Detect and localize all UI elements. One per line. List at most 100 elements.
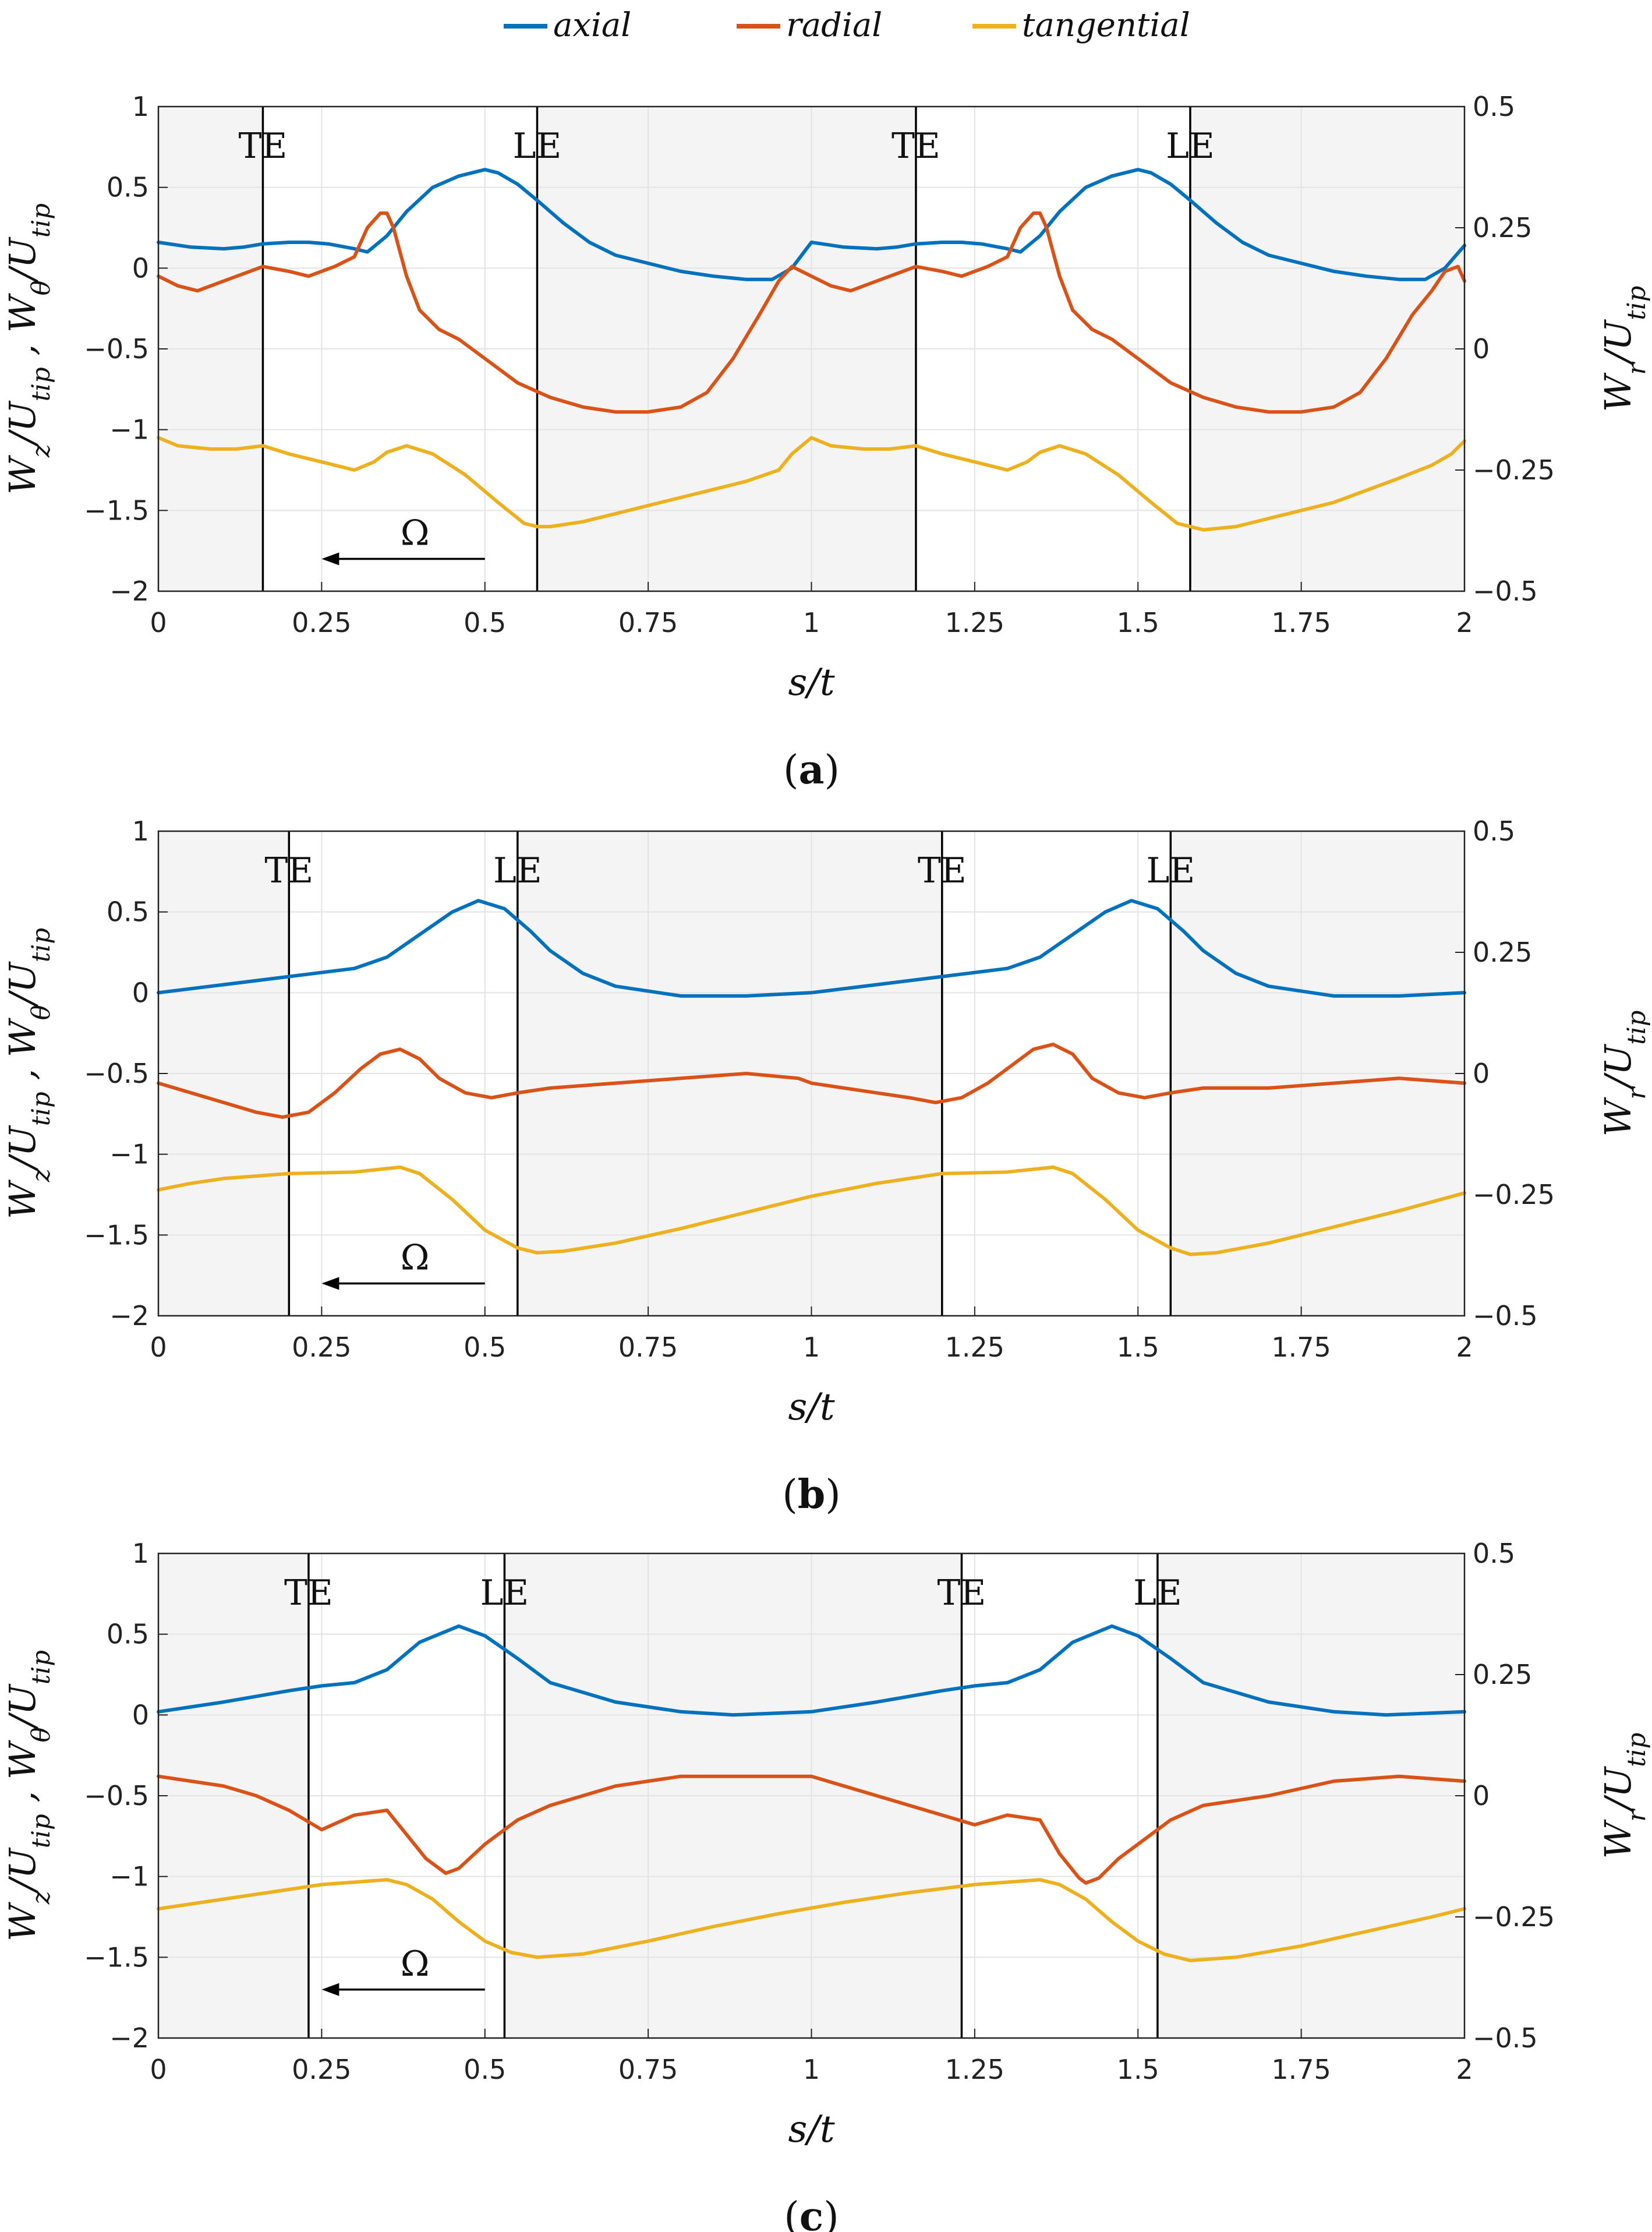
panel-caption: (b): [782, 1471, 841, 1518]
legend-item-tangential: tangential: [972, 6, 1190, 44]
x-tick-label: 0.75: [618, 1332, 678, 1363]
panel-caption: (a): [783, 747, 840, 793]
blade-edge-label: LE: [1146, 850, 1195, 891]
y-tick-label-left: −1.5: [84, 1941, 149, 1973]
x-tick-label: 2: [1456, 607, 1473, 638]
blade-edge-label: TE: [284, 1573, 333, 1613]
y-tick-label-left: −2: [109, 575, 149, 607]
x-tick-label: 0.75: [618, 2054, 678, 2085]
x-tick-label: 0.25: [292, 607, 351, 638]
y-tick-label-right: 0.25: [1473, 937, 1532, 968]
blade-edge-label: TE: [918, 850, 967, 891]
series-line-axial: [157, 1624, 1466, 1717]
blade-edge-label: LE: [493, 850, 542, 891]
legend: axial radial tangential: [504, 6, 1190, 44]
y-tick-label-left: −1: [109, 1139, 149, 1170]
legend-label-tangential: tangential: [1022, 6, 1190, 44]
y-tick-label-left: −2: [109, 2022, 149, 2054]
x-tick-label: 1.25: [945, 1332, 1004, 1363]
x-axis-label: s/t: [788, 1386, 834, 1429]
legend-item-radial: radial: [737, 6, 882, 44]
series-line-axial: [157, 168, 1466, 281]
blade-edge-label: LE: [1133, 1573, 1182, 1613]
x-tick-label: 0.5: [464, 2054, 506, 2085]
x-tick-label: 0.75: [618, 607, 678, 638]
chart-panel-c: 0 0.25 0.5 0.75 1 1.25 1.5 1.75 2 1 0.5 0 −0.5 −1 −1.5…: [1, 1538, 1651, 2232]
y-tick-label-left: −1.5: [84, 495, 149, 526]
x-tick-label: 1.75: [1271, 607, 1331, 638]
y-tick-label-left: 0.5: [107, 1619, 149, 1650]
series-line-tangential: [157, 436, 1466, 532]
x-tick-label: 0.5: [464, 1332, 506, 1363]
x-tick-label: 0: [150, 607, 167, 638]
y-tick-label-left: 0.5: [107, 172, 149, 203]
x-tick-label: 1.5: [1117, 607, 1159, 638]
y-axis-label-right: Wr/Utip: [1597, 286, 1651, 412]
y-axis-label-right: Wr/Utip: [1597, 1011, 1651, 1137]
x-axis-label: s/t: [788, 661, 834, 704]
plot-frame: [157, 105, 1466, 592]
y-tick-label-right: −0.25: [1473, 1179, 1555, 1210]
y-tick-label-right: 0.25: [1473, 1659, 1532, 1690]
y-tick-label-left: −0.5: [84, 1058, 149, 1089]
chart-panel-b: 0 0.25 0.5 0.75 1 1.25 1.5 1.75 2 1 0.5 0 −0.5 −1 −1.5…: [1, 815, 1651, 1518]
x-tick-label: 1.75: [1271, 2054, 1331, 2085]
x-tick-label: 2: [1456, 2054, 1473, 2085]
y-axis-label-left: Wz/Utip , Wθ/Utip: [1, 203, 56, 495]
x-tick-label: 0: [150, 2054, 167, 2085]
x-tick-label: 1.5: [1117, 2054, 1159, 2085]
blade-edge-label: LE: [1166, 126, 1215, 167]
x-tick-label: 2: [1456, 1332, 1473, 1363]
plot-frame: [157, 830, 1466, 1317]
y-tick-label-right: −0.25: [1473, 1901, 1555, 1933]
y-tick-label-right: 0: [1473, 333, 1490, 365]
chart-panel-a: 0 0.25 0.5 0.75 1 1.25 1.5 1.75 2 1 0.5 0 −0.5 −1 −1.5…: [1, 91, 1651, 793]
x-tick-label: 0.25: [292, 2054, 351, 2085]
y-tick-label-left: −0.5: [84, 1780, 149, 1811]
y-axis-label-left: Wz/Utip , Wθ/Utip: [1, 928, 56, 1219]
y-tick-label-left: 0: [132, 1699, 149, 1730]
x-tick-label: 1: [803, 1332, 820, 1363]
y-tick-label-left: −2: [109, 1300, 149, 1332]
x-tick-label: 1: [803, 2054, 820, 2085]
x-tick-label: 1: [803, 607, 820, 638]
blade-edge-label: LE: [513, 126, 562, 167]
series-line-radial: [157, 1774, 1466, 1885]
x-tick-label: 1.5: [1117, 1332, 1159, 1363]
legend-label-radial: radial: [786, 6, 882, 44]
legend-item-axial: axial: [504, 6, 631, 44]
y-tick-label-right: 0.25: [1473, 212, 1532, 243]
y-tick-label-left: 0: [132, 977, 149, 1008]
series-line-axial: [157, 899, 1466, 998]
rotation-label: Ω: [401, 513, 430, 554]
y-tick-label-right: 0.5: [1473, 91, 1515, 122]
y-tick-label-right: 0.5: [1473, 1538, 1515, 1569]
blade-edge-label: TE: [892, 126, 940, 167]
y-tick-label-right: 0: [1473, 1780, 1490, 1811]
legend-label-axial: axial: [553, 6, 631, 44]
series-line-tangential: [157, 1878, 1466, 1962]
x-tick-label: 0.25: [292, 1332, 351, 1363]
x-tick-label: 1.25: [945, 2054, 1004, 2085]
rotation-arrow-head: [321, 1983, 339, 1996]
series-line-radial: [157, 1043, 1466, 1119]
y-tick-label-left: 0: [132, 252, 149, 284]
panel-caption: (c): [784, 2194, 839, 2232]
x-tick-label: 0.5: [464, 607, 506, 638]
plot-frame: [157, 1552, 1466, 2039]
rotation-label: Ω: [401, 1238, 430, 1279]
rotation-arrow-head: [321, 552, 339, 566]
y-axis-label-right: Wr/Utip: [1597, 1733, 1651, 1859]
rotation-arrow-head: [321, 1277, 339, 1290]
blade-edge-label: LE: [480, 1573, 529, 1613]
y-tick-label-left: −1: [109, 414, 149, 446]
y-tick-label-right: −0.25: [1473, 454, 1555, 486]
y-tick-label-right: −0.5: [1473, 575, 1538, 607]
y-tick-label-right: −0.5: [1473, 1300, 1538, 1332]
y-tick-label-left: −0.5: [84, 333, 149, 365]
blade-edge-label: TE: [264, 850, 313, 891]
x-tick-label: 1.25: [945, 607, 1004, 638]
series-line-tangential: [157, 1165, 1466, 1256]
x-tick-label: 1.75: [1271, 1332, 1331, 1363]
